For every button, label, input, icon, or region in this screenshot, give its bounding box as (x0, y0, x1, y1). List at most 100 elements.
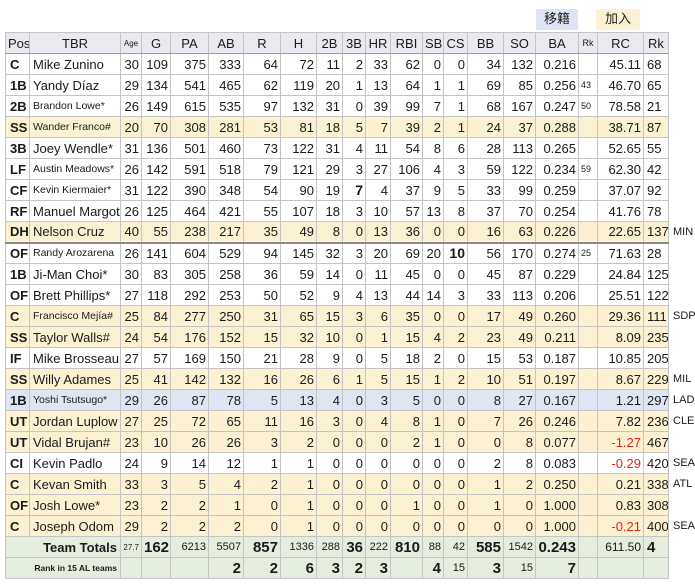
cell-age: 24 (120, 326, 142, 348)
cell-so: 113 (503, 284, 536, 306)
table-header: Pos TBR Age G PA AB R H 2B 3B HR RBI SB CS BB SO BA Rk RC R… (5, 32, 695, 54)
cell-player: Josh Lowe* (29, 494, 121, 516)
cell-rbi: 37 (390, 179, 423, 201)
cell-rbi: 8 (390, 410, 423, 432)
cell-pos: UT (5, 431, 30, 453)
total-cs: 42 (443, 536, 468, 558)
cell-so: 51 (503, 368, 536, 390)
cell-bb: 8 (467, 389, 504, 411)
cell-sb: 1 (422, 410, 444, 432)
header-triples: 3B (342, 32, 366, 54)
cell-pa: 375 (170, 53, 209, 75)
cell-age: 26 (120, 95, 142, 117)
cell-triples: 0 (342, 452, 366, 474)
cell-ba: 0.187 (535, 347, 579, 369)
team-totals-label: Team Totals (5, 536, 121, 558)
cell-bb: 33 (467, 179, 504, 201)
destination-team-label (668, 137, 695, 159)
cell-rc: 24.84 (597, 263, 644, 285)
cell-doubles: 9 (316, 347, 343, 369)
cell-so: 53 (503, 347, 536, 369)
cell-ba-rank (578, 284, 598, 306)
cell-bb: 56 (467, 242, 504, 264)
note-spacer (668, 536, 695, 558)
cell-cs: 0 (443, 452, 468, 474)
cell-rc: 78.58 (597, 95, 644, 117)
cell-rc-rank: 21 (643, 95, 669, 117)
cell-cs: 3 (443, 158, 468, 180)
cell-sb: 2 (422, 347, 444, 369)
cell-age: 25 (120, 305, 142, 327)
cell-cs: 0 (443, 263, 468, 285)
cell-ab: 460 (208, 137, 244, 159)
cell-triples: 2 (342, 53, 366, 75)
player-row: SS Willy Adames 25 41 142 132 16 26 6 1 5 15 1 2 10 51 0… (5, 368, 695, 390)
cell-triples: 0 (342, 347, 366, 369)
cell-ba-rank (578, 368, 598, 390)
cell-rc-rank: 65 (643, 74, 669, 96)
cell-pos: IF (5, 347, 30, 369)
cell-so: 49 (503, 305, 536, 327)
note-spacer (668, 32, 695, 54)
total-r: 857 (243, 536, 281, 558)
cell-player: Vidal Brujan# (29, 431, 121, 453)
cell-cs: 0 (443, 53, 468, 75)
cell-sb: 1 (422, 74, 444, 96)
rank-cs: 15 (443, 557, 468, 579)
cell-bb: 59 (467, 158, 504, 180)
player-row: C Joseph Odom 29 2 2 2 0 1 0 0 0 0 0 0 0 0 1.000 -0.21 400… (5, 515, 695, 537)
cell-cs: 1 (443, 95, 468, 117)
cell-sb: 0 (422, 305, 444, 327)
cell-h: 52 (280, 284, 317, 306)
cell-so: 26 (503, 410, 536, 432)
cell-r: 73 (243, 137, 281, 159)
cell-pos: 1B (5, 263, 30, 285)
cell-age: 31 (120, 137, 142, 159)
cell-pos: DH (5, 221, 30, 244)
cell-rc-rank: 125 (643, 263, 669, 285)
cell-hr: 10 (365, 200, 391, 222)
cell-bb: 2 (467, 452, 504, 474)
cell-ba-rank: 25 (578, 242, 598, 264)
header-ba-rank: Rk (578, 32, 598, 54)
cell-so: 122 (503, 158, 536, 180)
cell-rbi: 62 (390, 53, 423, 75)
player-row: SS Taylor Walls# 24 54 176 152 15 32 10 0 1 15 4 2 23 4… (5, 326, 695, 348)
cell-ab: 333 (208, 53, 244, 75)
cell-age: 30 (120, 263, 142, 285)
cell-hr: 5 (365, 347, 391, 369)
cell-doubles: 31 (316, 95, 343, 117)
player-row: 1B Yoshi Tsutsugo* 29 26 87 78 5 13 4 0 3 5 0 0 8 27 0.1… (5, 389, 695, 411)
cell-player: Joseph Odom (29, 515, 121, 537)
cell-bb: 24 (467, 116, 504, 138)
cell-triples: 4 (342, 137, 366, 159)
cell-rc: 8.09 (597, 326, 644, 348)
cell-age: 23 (120, 431, 142, 453)
cell-ba-rank (578, 452, 598, 474)
cell-rc: 0.83 (597, 494, 644, 516)
destination-team-label (668, 95, 695, 117)
cell-rc-rank: 92 (643, 179, 669, 201)
cell-cs: 0 (443, 494, 468, 516)
rank-g (141, 557, 171, 579)
player-row: 2B Brandon Lowe* 26 149 615 535 97 132 31 0 39 99 7 1… (5, 95, 695, 117)
cell-rc: -0.29 (597, 452, 644, 474)
total-rc: 611.50 (597, 536, 644, 558)
cell-ba-rank (578, 473, 598, 495)
cell-so: 0 (503, 515, 536, 537)
cell-pa: 176 (170, 326, 209, 348)
cell-player: Ji-Man Choi* (29, 263, 121, 285)
cell-cs: 5 (443, 179, 468, 201)
player-row: DH Nelson Cruz 40 55 238 217 35 49 8 0 13 36 0 0 16 63 0… (5, 221, 695, 244)
destination-team-label (668, 158, 695, 180)
destination-team-label: SEA (668, 452, 695, 474)
cell-sb: 0 (422, 221, 444, 244)
cell-doubles: 0 (316, 515, 343, 537)
player-row: 3B Joey Wendle* 31 136 501 460 73 122 31 4 11 54 8 6 2… (5, 137, 695, 159)
cell-rbi: 2 (390, 431, 423, 453)
cell-pos: CF (5, 179, 30, 201)
cell-hr: 13 (365, 284, 391, 306)
cell-ab: 78 (208, 389, 244, 411)
cell-pos: RF (5, 200, 30, 222)
cell-so: 170 (503, 242, 536, 264)
